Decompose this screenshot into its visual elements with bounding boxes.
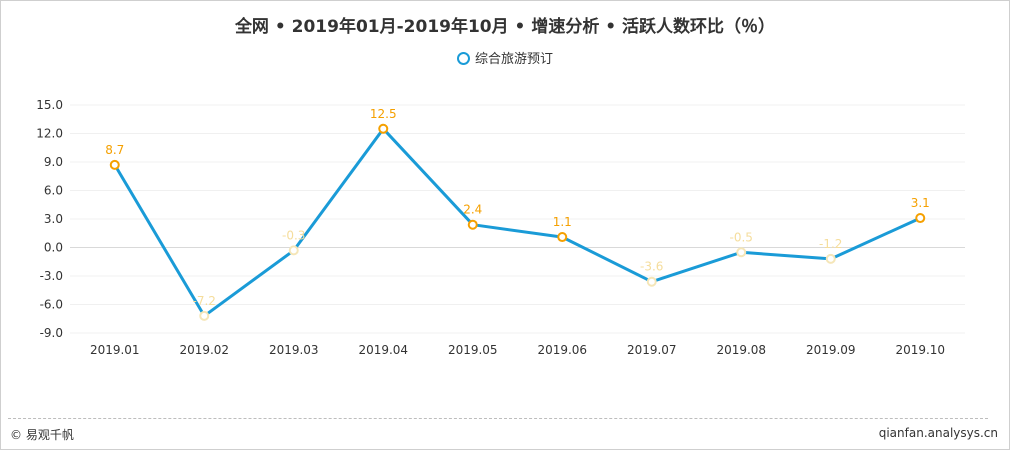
x-tick-label: 2019.10 — [895, 343, 945, 357]
chart-title: 全网 • 2019年01月-2019年10月 • 增速分析 • 活跃人数环比（％… — [234, 17, 776, 37]
x-tick-label: 2019.09 — [806, 343, 856, 357]
y-tick-label: 3.0 — [44, 212, 63, 226]
data-point — [109, 159, 120, 170]
footer-divider — [8, 418, 988, 419]
x-tick-label: 2019.07 — [627, 343, 677, 357]
x-tick-label: 2019.05 — [448, 343, 498, 357]
data-point — [199, 310, 210, 321]
y-tick-label: -6.0 — [40, 298, 63, 312]
series-line — [113, 127, 921, 318]
data-point — [915, 213, 926, 224]
data-point — [288, 245, 299, 256]
data-point — [557, 232, 568, 243]
data-point — [736, 247, 747, 258]
grid-lines — [70, 104, 965, 334]
x-tick-label: 2019.03 — [269, 343, 319, 357]
data-label: -0.5 — [730, 230, 753, 244]
data-point — [467, 219, 478, 230]
y-axis-ticks: 15.0 12.0 9.0 6.0 3.0 0.0 -3.0 -6.0 -9.0 — [36, 98, 63, 340]
footer-website: qianfan.analysys.cn — [878, 426, 998, 440]
data-label: 3.1 — [911, 196, 930, 210]
data-labels: 8.7 -7.2 -0.3 12.5 2.4 1.1 -3.6 -0.5 -1.2 3.1 — [105, 107, 930, 308]
x-tick-label: 2019.01 — [90, 343, 140, 357]
y-tick-label: -9.0 — [40, 326, 63, 340]
data-label: 1.1 — [553, 215, 572, 229]
data-label: -7.2 — [193, 294, 216, 308]
y-tick-label: 9.0 — [44, 155, 63, 169]
x-tick-label: 2019.08 — [716, 343, 766, 357]
data-label: -3.6 — [640, 260, 663, 274]
data-label: 2.4 — [463, 203, 482, 217]
y-tick-label: -3.0 — [40, 269, 63, 283]
y-tick-label: 6.0 — [44, 184, 63, 198]
legend[interactable]: 综合旅游预订 — [0, 48, 1010, 67]
series-line-path — [113, 127, 921, 318]
data-label: 8.7 — [105, 143, 124, 157]
legend-label: 综合旅游预订 — [474, 52, 553, 67]
x-tick-label: 2019.06 — [537, 343, 587, 357]
data-label: -0.3 — [282, 228, 305, 242]
data-point — [825, 253, 836, 264]
data-points — [109, 123, 926, 321]
data-point — [378, 123, 389, 134]
y-tick-label: 0.0 — [44, 241, 63, 255]
x-tick-label: 2019.02 — [179, 343, 229, 357]
y-tick-label: 12.0 — [36, 127, 63, 141]
x-tick-label: 2019.04 — [358, 343, 408, 357]
y-tick-label: 15.0 — [36, 98, 63, 112]
x-axis-ticks: 2019.01 2019.02 2019.03 2019.04 2019.05 2019.… — [90, 343, 945, 357]
legend-marker-icon — [456, 52, 470, 65]
footer-copyright: © 易观千帆 — [10, 428, 74, 442]
data-label: -1.2 — [819, 237, 842, 251]
data-label: 12.5 — [370, 107, 397, 121]
data-point — [646, 276, 657, 287]
